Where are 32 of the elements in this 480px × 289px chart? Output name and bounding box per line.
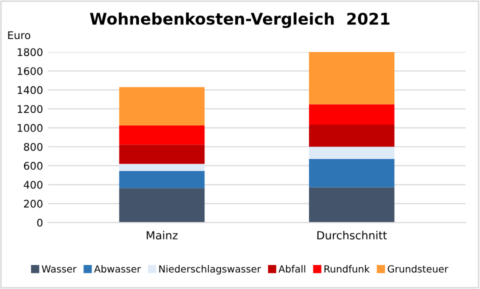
x-tick-label: Durchschnitt — [317, 230, 387, 240]
legend-label: Niederschlagswasser — [159, 265, 261, 274]
y-tick-label: 800 — [24, 142, 42, 151]
y-tick-label: 1600 — [18, 67, 42, 76]
bar — [119, 164, 205, 171]
bar — [309, 158, 394, 188]
legend-label: Wasser — [42, 265, 77, 273]
y-tick-label: 200 — [24, 200, 42, 208]
bar — [119, 188, 205, 223]
bar — [309, 52, 394, 104]
legend-label: Abfall — [278, 265, 306, 273]
bar — [309, 187, 394, 223]
bar — [119, 87, 205, 126]
bar — [309, 146, 394, 159]
y-tick-label: 1000 — [18, 124, 42, 132]
legend-label: Rundfunk — [324, 265, 370, 273]
y-tick-label: 400 — [24, 180, 42, 189]
bar — [119, 171, 205, 188]
legend-label: Abwasser — [94, 265, 141, 273]
y-tick-label: 0 — [37, 218, 42, 227]
y-tick-label: 1400 — [18, 86, 42, 94]
y-tick-label: 1200 — [18, 105, 42, 113]
y-tick-label: 1800 — [18, 48, 42, 56]
bar — [309, 124, 394, 147]
y-axis-title: Euro — [8, 31, 30, 40]
bar — [119, 144, 205, 164]
y-tick-label: 600 — [24, 162, 42, 170]
legend-label: Grundsteuer — [388, 265, 448, 273]
bar — [119, 126, 205, 145]
x-tick-label: Mainz — [146, 230, 178, 240]
bar — [309, 104, 394, 124]
chart-title: Wohnebenkosten-Vergleich 2021 — [90, 12, 390, 28]
